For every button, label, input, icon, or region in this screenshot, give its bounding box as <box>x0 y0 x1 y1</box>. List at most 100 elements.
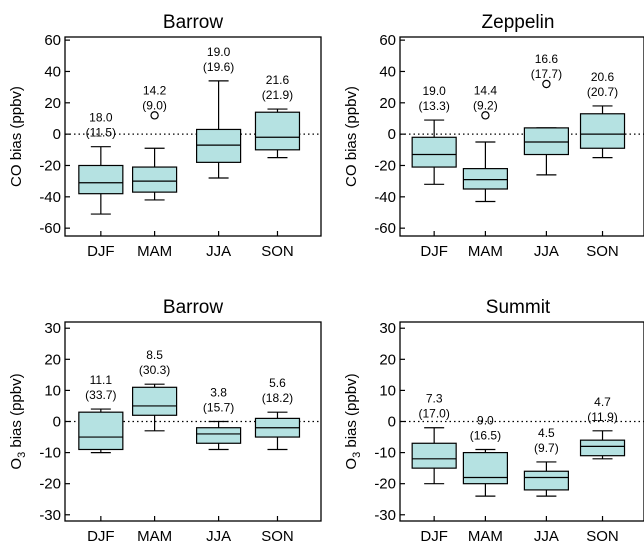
y-axis-label: O3 bias (ppbv) <box>343 373 363 469</box>
y-axis-label: CO bias (ppbv) <box>343 86 360 187</box>
y-tick-label: 60 <box>44 32 61 49</box>
y-tick-label: 0 <box>388 126 396 143</box>
panel-1: Barrow -60 -40 -20 0 20 40 60 CO bias (ppbv) 18.0… <box>8 12 321 260</box>
annotation-value: 4.5 <box>538 426 555 440</box>
box-jja: 16.6(17.7) JJA <box>524 52 568 260</box>
annotation-value: 3.8 <box>210 386 227 400</box>
annotation-value-parenthesized: (33.7) <box>85 388 116 402</box>
y-tick-label: -20 <box>374 157 396 174</box>
interquartile-box <box>197 129 241 162</box>
box-mam: 8.5(30.3) MAM <box>133 348 177 545</box>
annotation-value-parenthesized: (9.2) <box>473 98 498 112</box>
y-tick-label: 20 <box>379 95 396 112</box>
annotation-value-parenthesized: (16.5) <box>470 428 501 442</box>
annotation-value-parenthesized: (17.7) <box>531 67 562 81</box>
x-tick-label: DJF <box>87 243 115 260</box>
annotation-value: 14.2 <box>143 83 167 97</box>
panel-title: Zeppelin <box>482 12 555 33</box>
panel-title: Barrow <box>163 12 223 33</box>
y-tick-label: -20 <box>39 476 61 493</box>
interquartile-box <box>524 128 568 155</box>
interquartile-box <box>412 137 456 167</box>
y-tick-label: -40 <box>374 189 396 206</box>
x-tick-label: SON <box>586 528 619 545</box>
y-tick-label: 30 <box>379 320 396 337</box>
y-tick-label: -60 <box>374 220 396 237</box>
annotation-value-parenthesized: (15.7) <box>203 401 234 415</box>
annotation-value: 8.5 <box>146 348 163 362</box>
y-tick-label: 30 <box>44 320 61 337</box>
x-tick-label: SON <box>261 528 294 545</box>
x-tick-label: DJF <box>87 528 115 545</box>
annotation-value-parenthesized: (21.9) <box>262 88 293 102</box>
y-axis-label-main: O <box>343 458 360 470</box>
x-tick-label: DJF <box>420 243 448 260</box>
x-tick-label: MAM <box>137 528 172 545</box>
box-mam: 14.4(9.2) MAM <box>463 83 507 260</box>
annotation-value-parenthesized: (11.9) <box>587 410 617 424</box>
interquartile-box <box>255 112 299 150</box>
panel-2: Zeppelin -60 -40 -20 0 20 40 60 CO bias (ppbv) 19… <box>343 12 644 260</box>
box-son: 20.6(20.7) SON <box>581 70 625 260</box>
y-axis-label-rest: bias (ppbv) <box>8 373 25 451</box>
y-tick-label: -20 <box>374 476 396 493</box>
panel-title: Barrow <box>163 297 223 318</box>
y-tick-label: 0 <box>388 414 396 431</box>
x-tick-label: JJA <box>206 243 231 260</box>
annotation-value: 11.1 <box>90 373 113 387</box>
interquartile-box <box>79 412 123 449</box>
y-tick-label: 0 <box>53 126 61 143</box>
x-tick-label: MAM <box>137 243 172 260</box>
box-djf: 18.0(11.5) DJF <box>79 111 123 260</box>
y-tick-label: 0 <box>53 414 61 431</box>
y-axis-label: CO bias (ppbv) <box>8 86 25 187</box>
y-tick-label: 20 <box>44 95 61 112</box>
x-tick-label: JJA <box>534 528 559 545</box>
y-tick-label: -10 <box>374 445 396 462</box>
panel-3: Barrow -30 -20 -10 0 10 20 30 O3 bias (ppbv) 11.1… <box>8 297 321 545</box>
box-mam: 14.2(9.0) MAM <box>133 83 177 260</box>
y-tick-label: -30 <box>374 507 396 524</box>
y-tick-label: -30 <box>39 507 61 524</box>
box-son: 21.6(21.9) SON <box>255 73 299 260</box>
interquartile-box <box>524 471 568 490</box>
interquartile-box <box>133 387 177 415</box>
x-tick-label: DJF <box>420 528 448 545</box>
x-tick-label: SON <box>586 243 619 260</box>
box-son: 4.7(11.9) SON <box>581 395 625 545</box>
y-axis-label-main: O <box>8 458 25 470</box>
annotation-value: 18.0 <box>89 111 113 125</box>
interquartile-box <box>463 169 507 189</box>
interquartile-box <box>412 443 456 468</box>
y-tick-label: 60 <box>379 32 396 49</box>
interquartile-box <box>133 167 177 192</box>
y-tick-label: 20 <box>379 351 396 368</box>
annotation-value-parenthesized: (9.0) <box>142 98 167 112</box>
y-tick-label: -40 <box>39 189 61 206</box>
y-tick-label: -10 <box>39 445 61 462</box>
outlier-point <box>151 112 158 119</box>
annotation-value: 20.6 <box>591 70 615 84</box>
annotation-value-parenthesized: (11.5) <box>86 126 116 140</box>
y-tick-label: 10 <box>379 382 396 399</box>
annotation-value: 19.0 <box>207 45 231 59</box>
x-tick-label: MAM <box>468 243 503 260</box>
annotation-value: 21.6 <box>266 73 290 87</box>
annotation-value: 4.7 <box>594 395 611 409</box>
outlier-point <box>482 112 489 119</box>
annotation-value: 7.3 <box>426 392 443 406</box>
panel-title: Summit <box>486 297 551 318</box>
y-axis-label: O3 bias (ppbv) <box>8 373 28 469</box>
annotation-value-parenthesized: (30.3) <box>139 363 170 377</box>
box-son: 5.6(18.2) SON <box>255 376 299 545</box>
annotation-value-parenthesized: (18.2) <box>262 391 293 405</box>
y-tick-label: -60 <box>39 220 61 237</box>
box-djf: 7.3(17.0)DJF <box>412 392 456 545</box>
x-tick-label: JJA <box>534 243 559 260</box>
annotation-value: 16.6 <box>535 52 559 66</box>
annotation-value: 14.4 <box>474 83 498 97</box>
box-jja: 4.5(9.7) JJA <box>524 426 568 545</box>
interquartile-box <box>79 165 123 193</box>
